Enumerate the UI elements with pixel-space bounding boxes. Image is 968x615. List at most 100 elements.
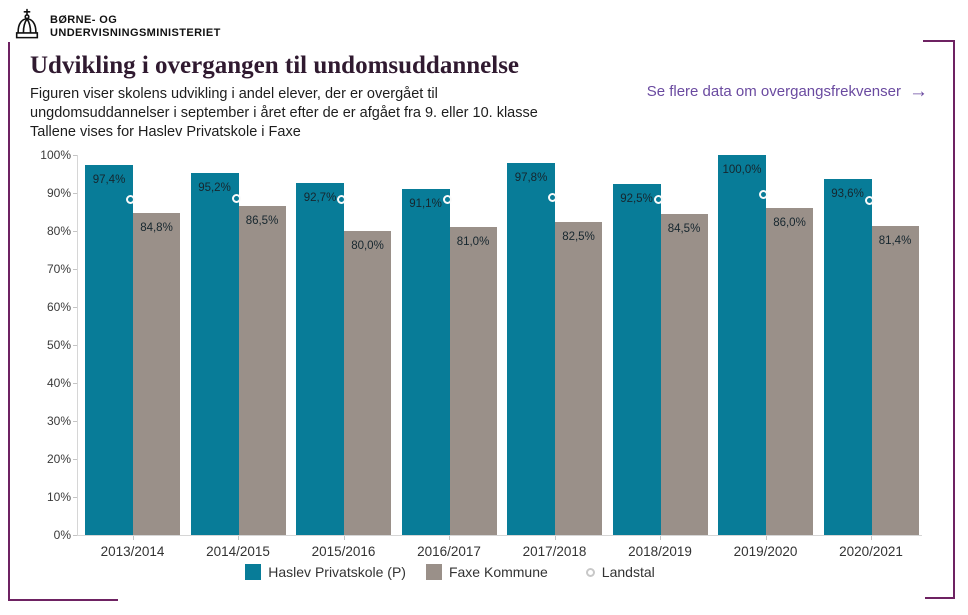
municipality-bar-value-label: 81,0% xyxy=(456,236,490,249)
legend-item-municipality: Faxe Kommune xyxy=(425,564,548,580)
x-axis-category-label: 2020/2021 xyxy=(839,544,903,559)
more-data-link[interactable]: Se flere data om overgangsfrekvenser → xyxy=(646,81,928,102)
ministry-logo: BØRNE- OG UNDERVISNINGSMINISTERIET xyxy=(10,6,227,50)
national-average-marker xyxy=(126,194,135,204)
municipality-bar-value-label: 84,8% xyxy=(140,221,173,234)
x-axis-category-label: 2018/2019 xyxy=(628,544,692,559)
school-bar xyxy=(190,173,239,535)
frame-bottom-right-corner xyxy=(925,597,955,599)
y-axis-tick xyxy=(73,193,77,194)
page-title: Udvikling i overgangen til undomsuddanne… xyxy=(30,52,520,79)
description-line2: ungdomsuddannelser i september i året ef… xyxy=(30,105,538,121)
municipality-bar xyxy=(238,206,286,535)
school-bar xyxy=(823,179,872,535)
y-axis-tick-label: 60% xyxy=(46,300,71,314)
school-bar xyxy=(718,155,766,535)
municipality-bar xyxy=(555,221,602,535)
x-axis-tick xyxy=(132,536,134,540)
x-axis-tick xyxy=(449,536,450,540)
x-axis-category-label: 2019/2020 xyxy=(733,544,798,559)
national-average-marker xyxy=(759,189,768,199)
national-average-marker xyxy=(442,195,452,205)
y-axis-tick-label: 70% xyxy=(46,262,71,276)
municipality-bar xyxy=(449,227,497,535)
y-axis-line xyxy=(77,155,78,535)
y-axis-tick xyxy=(73,155,77,156)
chart-description: Figuren viser skolens udvikling i andel … xyxy=(30,85,590,142)
municipality-bar-value-label: 86,0% xyxy=(773,217,806,230)
y-axis-tick xyxy=(73,231,77,232)
school-bar xyxy=(401,188,450,535)
municipality-series-label: Faxe Kommune xyxy=(448,564,548,580)
x-axis-line xyxy=(77,535,922,536)
x-axis-tick xyxy=(554,536,556,540)
national-marker-swatch xyxy=(585,567,595,577)
x-axis-category-label: 2015/2016 xyxy=(311,544,376,559)
national-series-label: Landstal xyxy=(601,564,655,580)
ministry-name-line1: BØRNE- OG xyxy=(50,14,118,26)
national-average-marker xyxy=(231,193,241,203)
y-axis-tick xyxy=(73,497,77,498)
school-bar-value-label: 95,2% xyxy=(198,182,231,195)
school-bar-value-label: 100,0% xyxy=(722,164,762,176)
municipality-bar-value-label: 80,0% xyxy=(351,240,384,252)
y-axis-tick xyxy=(73,307,77,308)
municipality-bar xyxy=(133,212,180,535)
y-axis-tick-label: 0% xyxy=(53,528,71,542)
legend-item-school: Haslev Privatskole (P) xyxy=(245,564,406,580)
national-average-marker xyxy=(548,193,557,203)
y-axis-tick-label: 40% xyxy=(46,376,71,390)
y-axis-tick-label: 80% xyxy=(46,224,71,238)
school-bar xyxy=(85,164,133,535)
ministry-name: BØRNE- OG UNDERVISNINGSMINISTERIET xyxy=(50,14,221,40)
municipality-bar-value-label: 81,4% xyxy=(878,234,912,247)
y-axis-tick-label: 20% xyxy=(46,452,71,466)
arrow-right-icon: → xyxy=(909,81,928,102)
frame-left-border xyxy=(8,42,10,601)
school-bar-value-label: 91,1% xyxy=(409,197,442,210)
frame-right-border xyxy=(953,40,955,598)
municipality-bar xyxy=(766,208,813,535)
municipality-bar-value-label: 84,5% xyxy=(667,222,701,235)
municipality-bar-value-label: 82,5% xyxy=(562,230,595,243)
school-bar-value-label: 93,6% xyxy=(831,188,864,201)
y-axis-tick xyxy=(73,459,77,460)
transition-bar-chart: 0% 10% 20% 30% 40% 50% 60% 70% 80% 90% 100% 97,4% 84… xyxy=(0,140,968,600)
chart-legend: Haslev Privatskole (P) Faxe Kommune Land… xyxy=(0,564,900,580)
frame-top-right-corner xyxy=(923,40,955,42)
frame-bottom-left-corner xyxy=(8,599,118,601)
school-series-swatch xyxy=(245,564,262,580)
y-axis-tick xyxy=(73,383,77,384)
y-axis-tick-label: 90% xyxy=(46,186,71,200)
description-line3: Tallene vises for Haslev Privatskole i F… xyxy=(30,124,301,140)
y-axis-tick xyxy=(73,345,77,346)
crown-icon xyxy=(12,8,42,46)
more-data-link-label: Se flere data om overgangsfrekvenser xyxy=(646,83,901,100)
y-axis-tick xyxy=(73,269,77,270)
x-axis-category-label: 2014/2015 xyxy=(206,544,270,559)
y-axis-tick-label: 30% xyxy=(46,414,71,428)
x-axis-tick xyxy=(765,536,767,540)
x-axis-tick xyxy=(660,536,661,540)
school-bar-value-label: 92,5% xyxy=(620,192,653,205)
school-bar-value-label: 97,4% xyxy=(92,173,126,186)
y-axis-tick xyxy=(73,421,77,422)
municipality-bar xyxy=(871,225,919,535)
y-axis-tick-label: 50% xyxy=(46,338,71,352)
municipality-bar-value-label: 86,5% xyxy=(245,215,279,228)
description-line1: Figuren viser skolens udvikling i andel … xyxy=(30,86,438,102)
municipality-bar xyxy=(660,213,708,535)
x-axis-category-label: 2016/2017 xyxy=(417,544,481,559)
x-axis-category-label: 2017/2018 xyxy=(522,544,587,559)
x-axis-tick xyxy=(238,536,239,540)
school-series-label: Haslev Privatskole (P) xyxy=(268,564,406,580)
school-bar-value-label: 92,7% xyxy=(303,191,337,204)
national-average-marker xyxy=(653,194,663,204)
national-average-marker xyxy=(337,195,346,205)
national-average-marker xyxy=(864,196,874,206)
school-bar xyxy=(612,183,661,535)
school-bar-value-label: 97,8% xyxy=(514,172,548,185)
municipality-series-swatch xyxy=(425,564,442,580)
school-bar xyxy=(507,163,555,535)
